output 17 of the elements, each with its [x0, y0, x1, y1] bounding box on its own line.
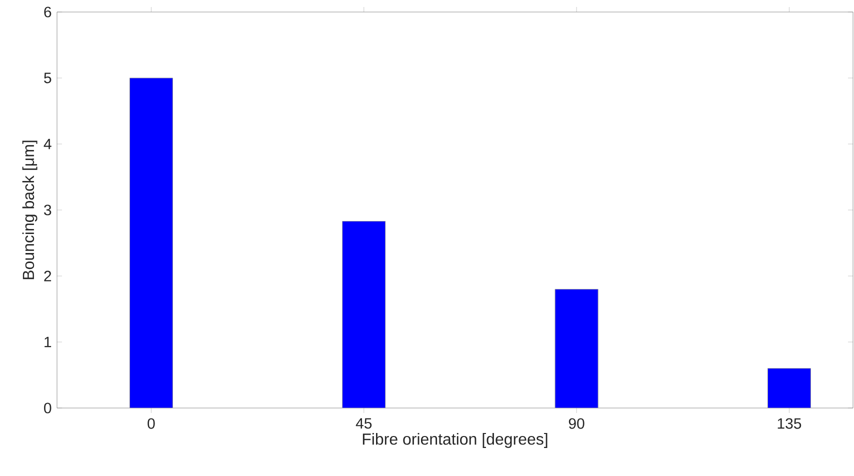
bar	[767, 368, 811, 408]
y-tick-label: 6	[44, 6, 52, 18]
y-tick-label: 1	[44, 336, 52, 348]
bar	[129, 78, 173, 408]
y-tick-label: 5	[44, 72, 52, 84]
x-tick-label: 135	[778, 418, 802, 429]
y-tick-label: 2	[44, 270, 52, 282]
y-tick-label: 4	[44, 138, 52, 150]
y-tick-label: 0	[44, 402, 52, 414]
y-tick-label: 3	[44, 204, 52, 216]
x-tick-label: 45	[356, 418, 372, 429]
bar	[554, 288, 598, 408]
y-axis-title: Bouncing back [μm]	[22, 140, 38, 280]
x-axis-title: Fibre orientation [degrees]	[362, 433, 548, 448]
x-tick-label: 90	[568, 418, 584, 429]
bar	[342, 220, 386, 408]
x-tick-label: 0	[148, 418, 155, 429]
